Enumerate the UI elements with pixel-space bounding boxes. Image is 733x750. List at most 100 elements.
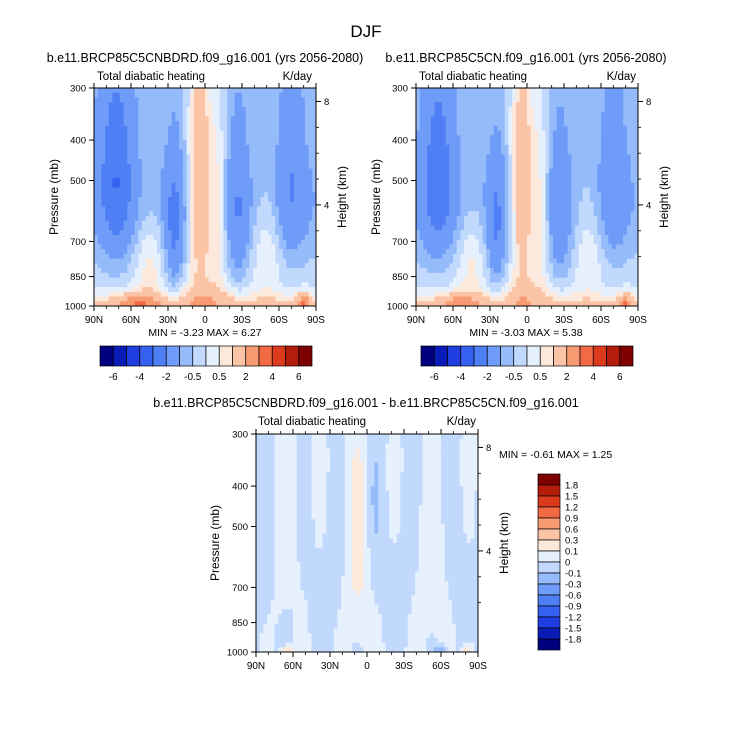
field-cell (538, 230, 542, 235)
field-cell (438, 150, 442, 155)
field-cell (494, 240, 498, 245)
field-cell (268, 249, 272, 254)
field-cell (475, 292, 479, 297)
field-cell (286, 216, 290, 221)
field-cell (209, 197, 213, 202)
field-cell (438, 225, 442, 230)
field-cell (527, 197, 531, 202)
field-cell (116, 225, 120, 230)
field-cell (220, 188, 224, 193)
field-cell (546, 216, 550, 221)
field-cell (546, 244, 550, 249)
field-cell (198, 150, 202, 155)
field-cell (446, 225, 450, 230)
field-cell (575, 178, 579, 183)
field-cell (516, 211, 520, 216)
field-cell (490, 297, 494, 302)
field-cell (168, 216, 172, 221)
field-cell (161, 116, 165, 121)
field-cell (257, 116, 261, 121)
field-cell (575, 244, 579, 249)
field-cell (509, 126, 513, 131)
field-cell (527, 178, 531, 183)
field-cell (583, 107, 587, 112)
field-cell (475, 192, 479, 197)
field-cell (523, 169, 527, 174)
field-cell (131, 202, 135, 207)
field-cell (190, 183, 194, 188)
field-cell (286, 268, 290, 273)
field-cell (542, 221, 546, 226)
field-cell (549, 197, 553, 202)
field-cell (113, 216, 117, 221)
field-cell (290, 173, 294, 178)
field-cell (261, 221, 265, 226)
field-cell (568, 282, 572, 287)
y2-tick-label: 4 (324, 200, 329, 211)
field-cell (479, 140, 483, 145)
field-cell (457, 297, 461, 302)
field-cell (275, 202, 279, 207)
field-cell (509, 273, 513, 278)
field-cell (235, 88, 239, 93)
field-cell (238, 97, 242, 102)
field-cell (542, 154, 546, 159)
field-cell (449, 273, 453, 278)
field-cell (209, 145, 213, 150)
field-cell (564, 131, 568, 136)
field-cell (520, 197, 524, 202)
field-cell (505, 282, 509, 287)
panel2-field (416, 88, 638, 306)
field-cell (520, 249, 524, 254)
field-cell (238, 230, 242, 235)
field-cell (305, 178, 309, 183)
field-cell (249, 154, 253, 159)
field-cell (190, 164, 194, 169)
colorbar-label: -4 (135, 372, 144, 383)
field-cell (190, 107, 194, 112)
field-cell (150, 263, 154, 268)
field-cell (101, 97, 105, 102)
field-cell (305, 273, 309, 278)
field-cell (124, 225, 128, 230)
field-cell (531, 287, 535, 292)
field-cell (568, 211, 572, 216)
field-cell (509, 88, 513, 93)
field-cell (468, 206, 472, 211)
field-cell (138, 292, 142, 297)
field-cell (479, 183, 483, 188)
field-cell (568, 192, 572, 197)
field-cell (494, 273, 498, 278)
field-cell (431, 88, 435, 93)
field-cell (113, 88, 117, 93)
field-cell (464, 230, 468, 235)
field-cell (442, 221, 446, 226)
field-cell (290, 278, 294, 283)
field-cell (138, 197, 142, 202)
field-cell (235, 140, 239, 145)
field-cell (464, 216, 468, 221)
field-cell (264, 107, 268, 112)
field-cell (449, 278, 453, 283)
field-cell (120, 235, 124, 240)
field-cell (164, 178, 168, 183)
field-cell (249, 173, 253, 178)
field-cell (127, 268, 131, 273)
field-cell (238, 126, 242, 131)
field-cell (272, 216, 276, 221)
field-cell (509, 211, 513, 216)
field-cell (253, 116, 257, 121)
field-cell (116, 183, 120, 188)
field-cell (305, 230, 309, 235)
field-cell (261, 263, 265, 268)
field-cell (549, 235, 553, 240)
field-cell (249, 221, 253, 226)
field-cell (583, 93, 587, 98)
field-cell (235, 97, 239, 102)
field-cell (161, 225, 165, 230)
field-cell (560, 135, 564, 140)
field-cell (168, 131, 172, 136)
field-cell (453, 145, 457, 150)
field-cell (516, 287, 520, 292)
